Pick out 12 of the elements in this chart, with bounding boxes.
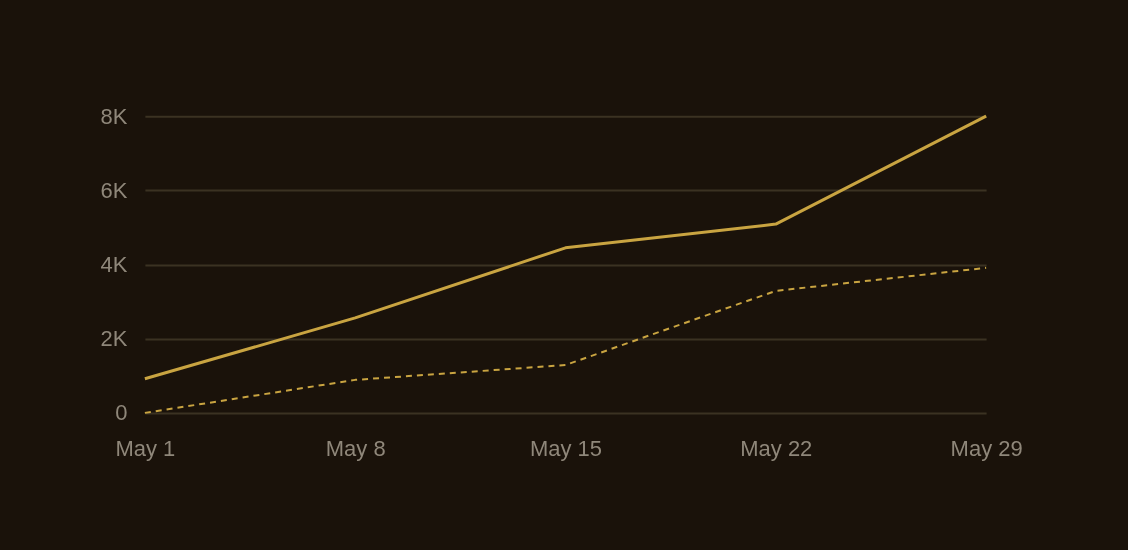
x-tick-label: May 29	[950, 436, 1023, 462]
y-tick-label: 8K	[100, 103, 128, 129]
x-tick-label: May 22	[740, 436, 813, 462]
y-tick-label: 4K	[100, 252, 128, 277]
x-tick-label: May 8	[325, 436, 386, 462]
line-series	[143, 266, 988, 414]
line-series	[143, 114, 988, 381]
y-tick-label: 6K	[100, 177, 128, 203]
x-tick-label: May 15	[529, 436, 603, 462]
x-tick-label: May 1	[115, 436, 176, 462]
y-tick-label: 0	[115, 400, 128, 426]
y-tick-label: 2K	[100, 326, 128, 352]
